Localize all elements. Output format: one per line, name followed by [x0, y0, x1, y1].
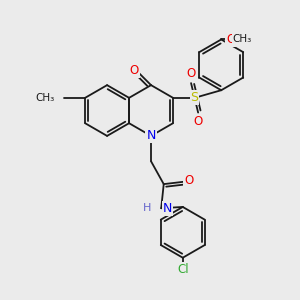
Text: N: N: [146, 129, 156, 142]
Text: H: H: [143, 203, 151, 213]
Text: O: O: [226, 33, 236, 46]
Text: O: O: [184, 174, 194, 187]
Text: Cl: Cl: [177, 262, 189, 276]
Text: N: N: [163, 202, 172, 215]
Text: O: O: [130, 64, 139, 77]
Text: CH₃: CH₃: [36, 93, 55, 103]
Text: S: S: [190, 91, 199, 104]
Text: O: O: [186, 68, 196, 80]
Text: O: O: [194, 115, 203, 128]
Text: CH₃: CH₃: [232, 34, 252, 44]
